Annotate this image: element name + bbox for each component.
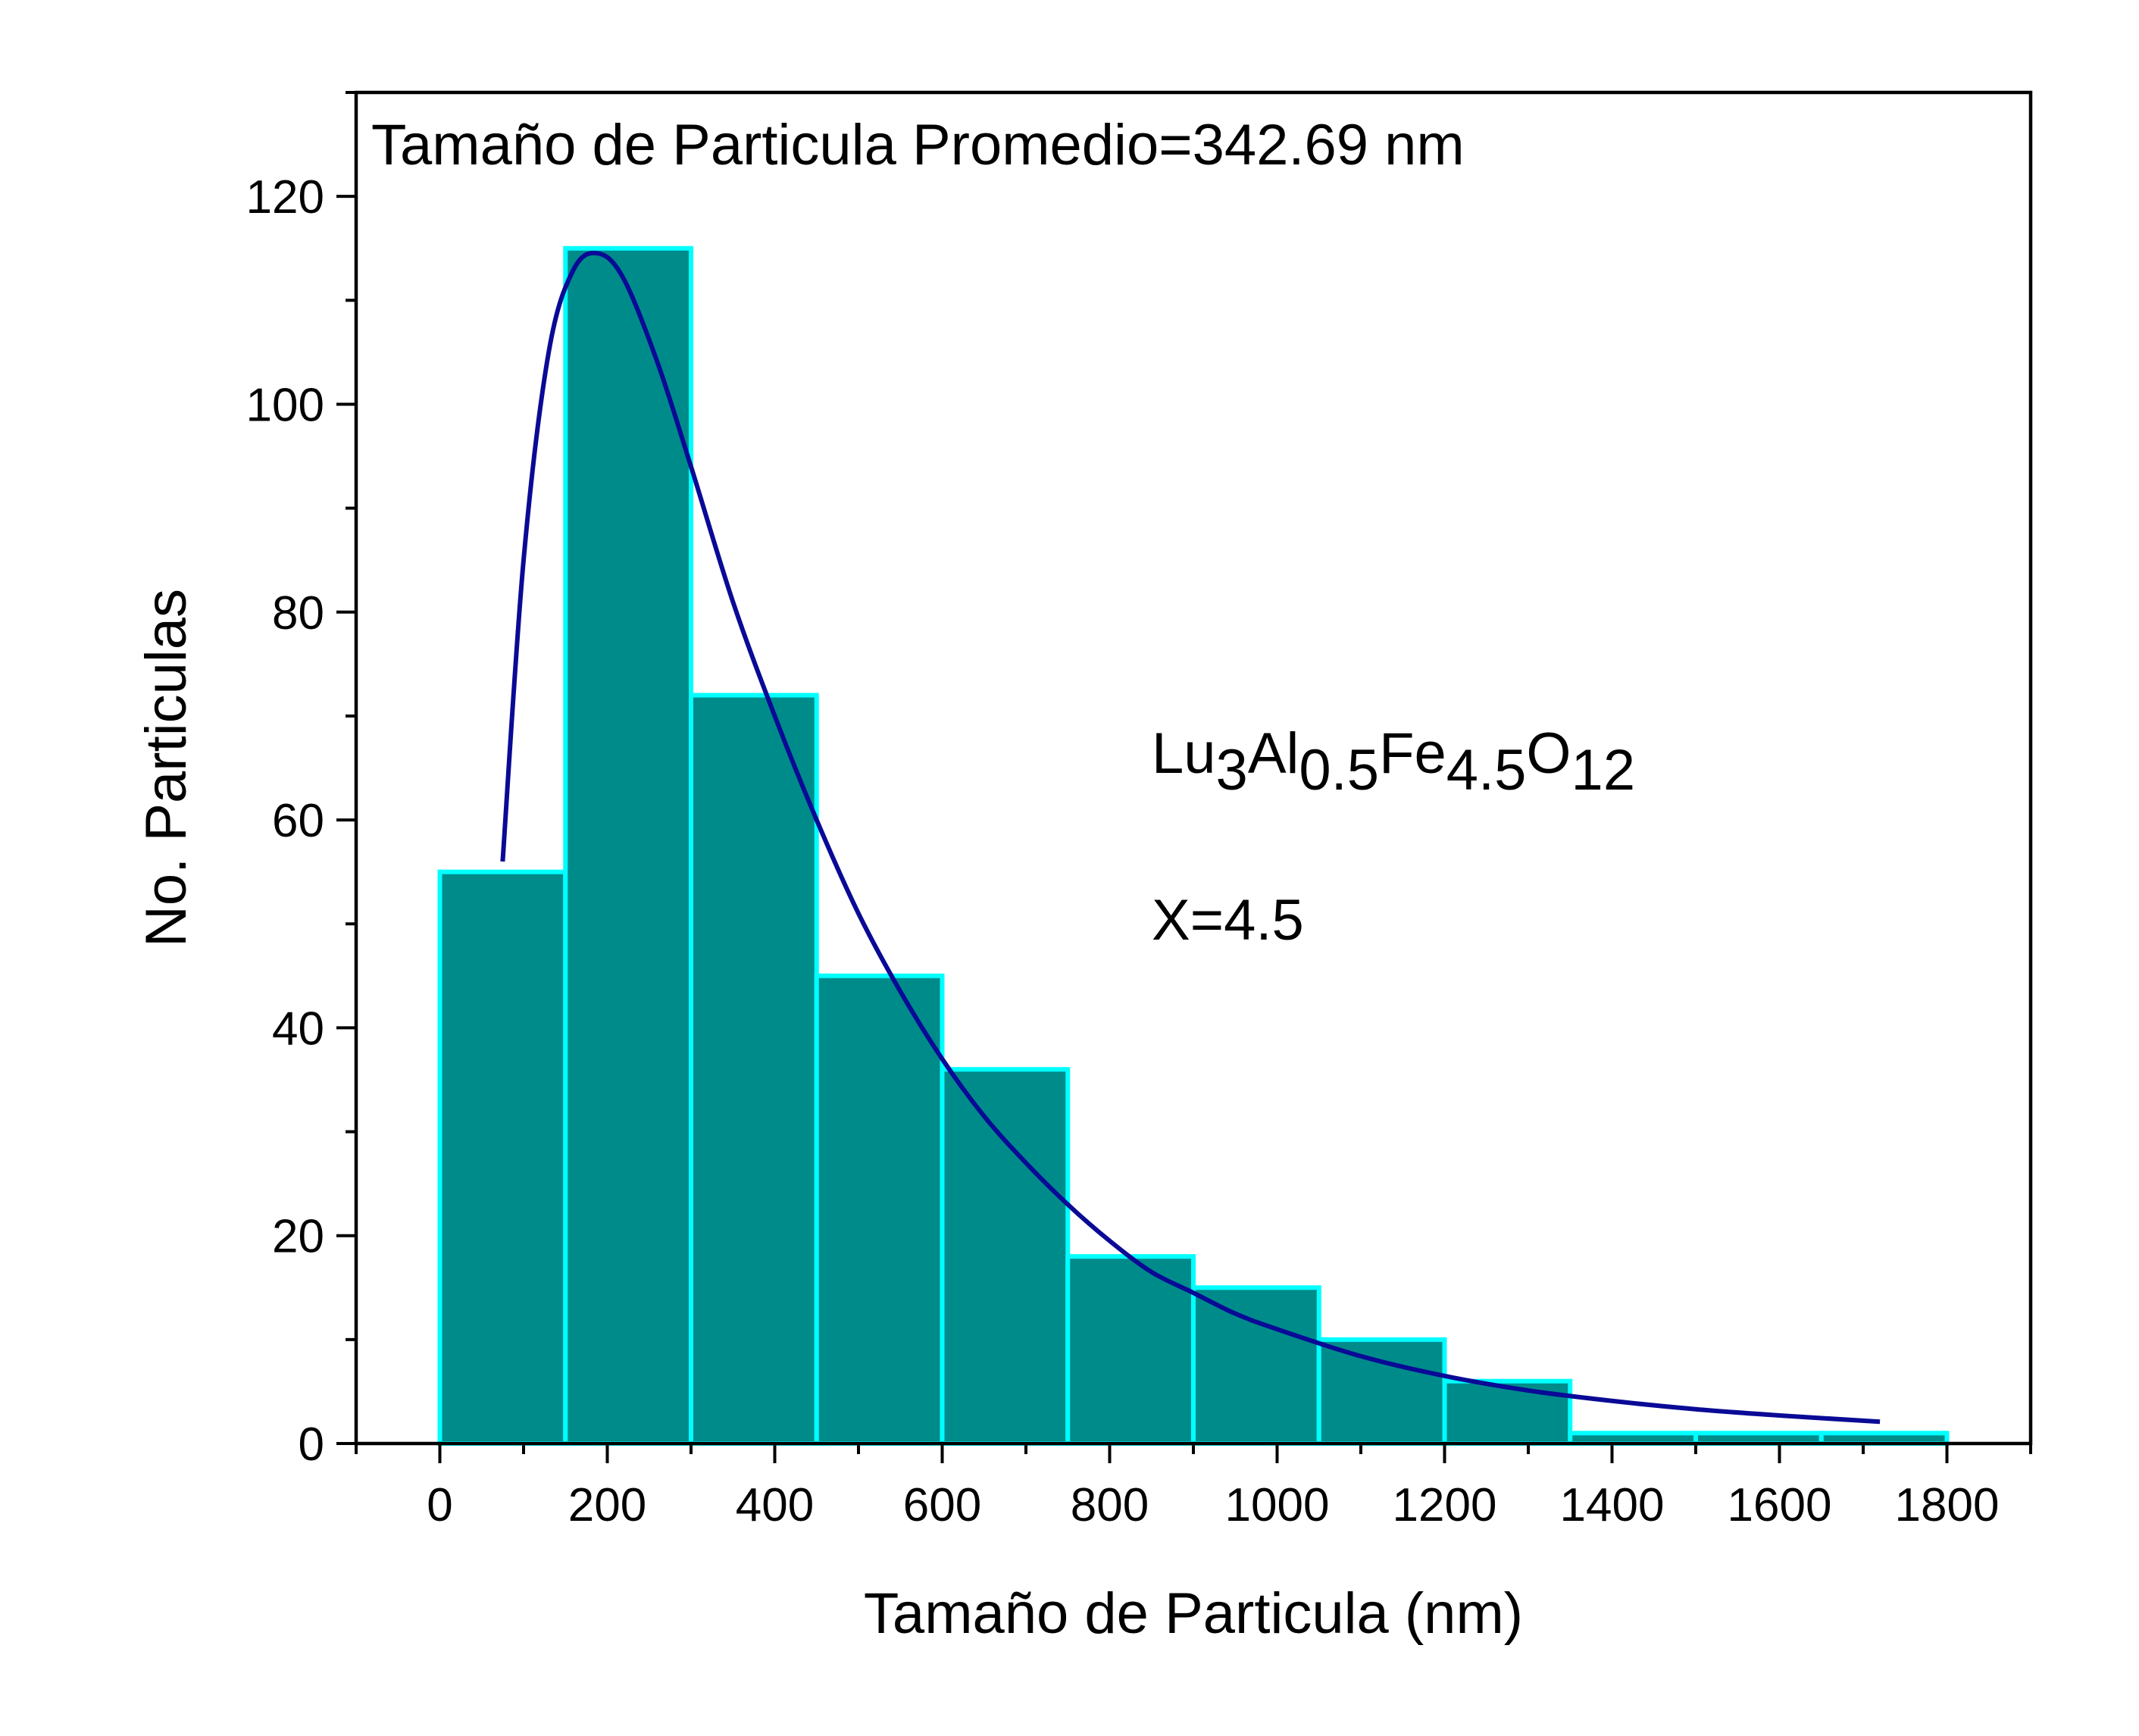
formula-subscript: 3: [1216, 738, 1248, 802]
histogram-bar-3: [814, 973, 945, 1447]
formula-element: Al: [1248, 721, 1299, 786]
histogram-bar-8: [1442, 1378, 1573, 1446]
histogram-bar-1: [563, 246, 693, 1447]
histogram-bar-6: [1191, 1285, 1321, 1447]
y-axis-ticks: 0 20 40 60 80 100 120: [246, 91, 356, 1471]
histogram-bar-2: [689, 693, 819, 1446]
x-tick-label: 800: [1071, 1479, 1149, 1531]
x-value-annotation: X=4.5: [1152, 888, 1304, 952]
y-tick-label: 40: [272, 1003, 324, 1055]
lognormal-fit-curve: [500, 250, 1881, 1425]
y-tick-label: 20: [272, 1211, 324, 1263]
formula-subscript: 4.5: [1446, 738, 1527, 802]
x-tick-label: 1600: [1728, 1479, 1832, 1531]
formula-subscript: 12: [1571, 738, 1636, 802]
x-axis-title: Tamaño de Particula (nm): [864, 1581, 1523, 1646]
x-axis-ticks: 0 200 400 600 800 1000 1200 1400 1600 1800: [355, 1444, 2032, 1531]
x-tick-label: 1000: [1225, 1479, 1330, 1531]
x-tick-label: 1400: [1560, 1479, 1665, 1531]
y-tick-label: 80: [272, 587, 324, 640]
y-axis-title: No. Particulas: [134, 589, 199, 947]
histogram-bar-7: [1316, 1337, 1447, 1447]
x-tick-label: 200: [568, 1479, 646, 1531]
formula-element: Fe: [1379, 721, 1446, 786]
y-tick-label: 60: [272, 795, 324, 847]
y-tick-label: 120: [246, 171, 324, 224]
x-tick-label: 1200: [1393, 1479, 1497, 1531]
x-tick-label: 1800: [1895, 1479, 2000, 1531]
x-tick-label: 600: [903, 1479, 981, 1531]
formula-element: Lu: [1152, 721, 1216, 786]
average-size-annotation: Tamaño de Particula Promedio=342.69 nm: [371, 113, 1465, 177]
histogram-bar-4: [940, 1067, 1071, 1446]
bars-layer: [437, 246, 1950, 1447]
x-tick-label: 400: [736, 1479, 814, 1531]
compound-formula-annotation: Lu3Al0.5Fe4.5O12: [1152, 721, 1635, 802]
x-tick-label: 0: [427, 1479, 452, 1531]
y-tick-label: 0: [299, 1419, 324, 1471]
histogram-bar-0: [437, 869, 568, 1446]
y-tick-label: 100: [246, 379, 324, 431]
histogram-bar-5: [1065, 1254, 1196, 1446]
formula-subscript: 0.5: [1299, 738, 1379, 802]
formula-element: O: [1526, 721, 1571, 786]
